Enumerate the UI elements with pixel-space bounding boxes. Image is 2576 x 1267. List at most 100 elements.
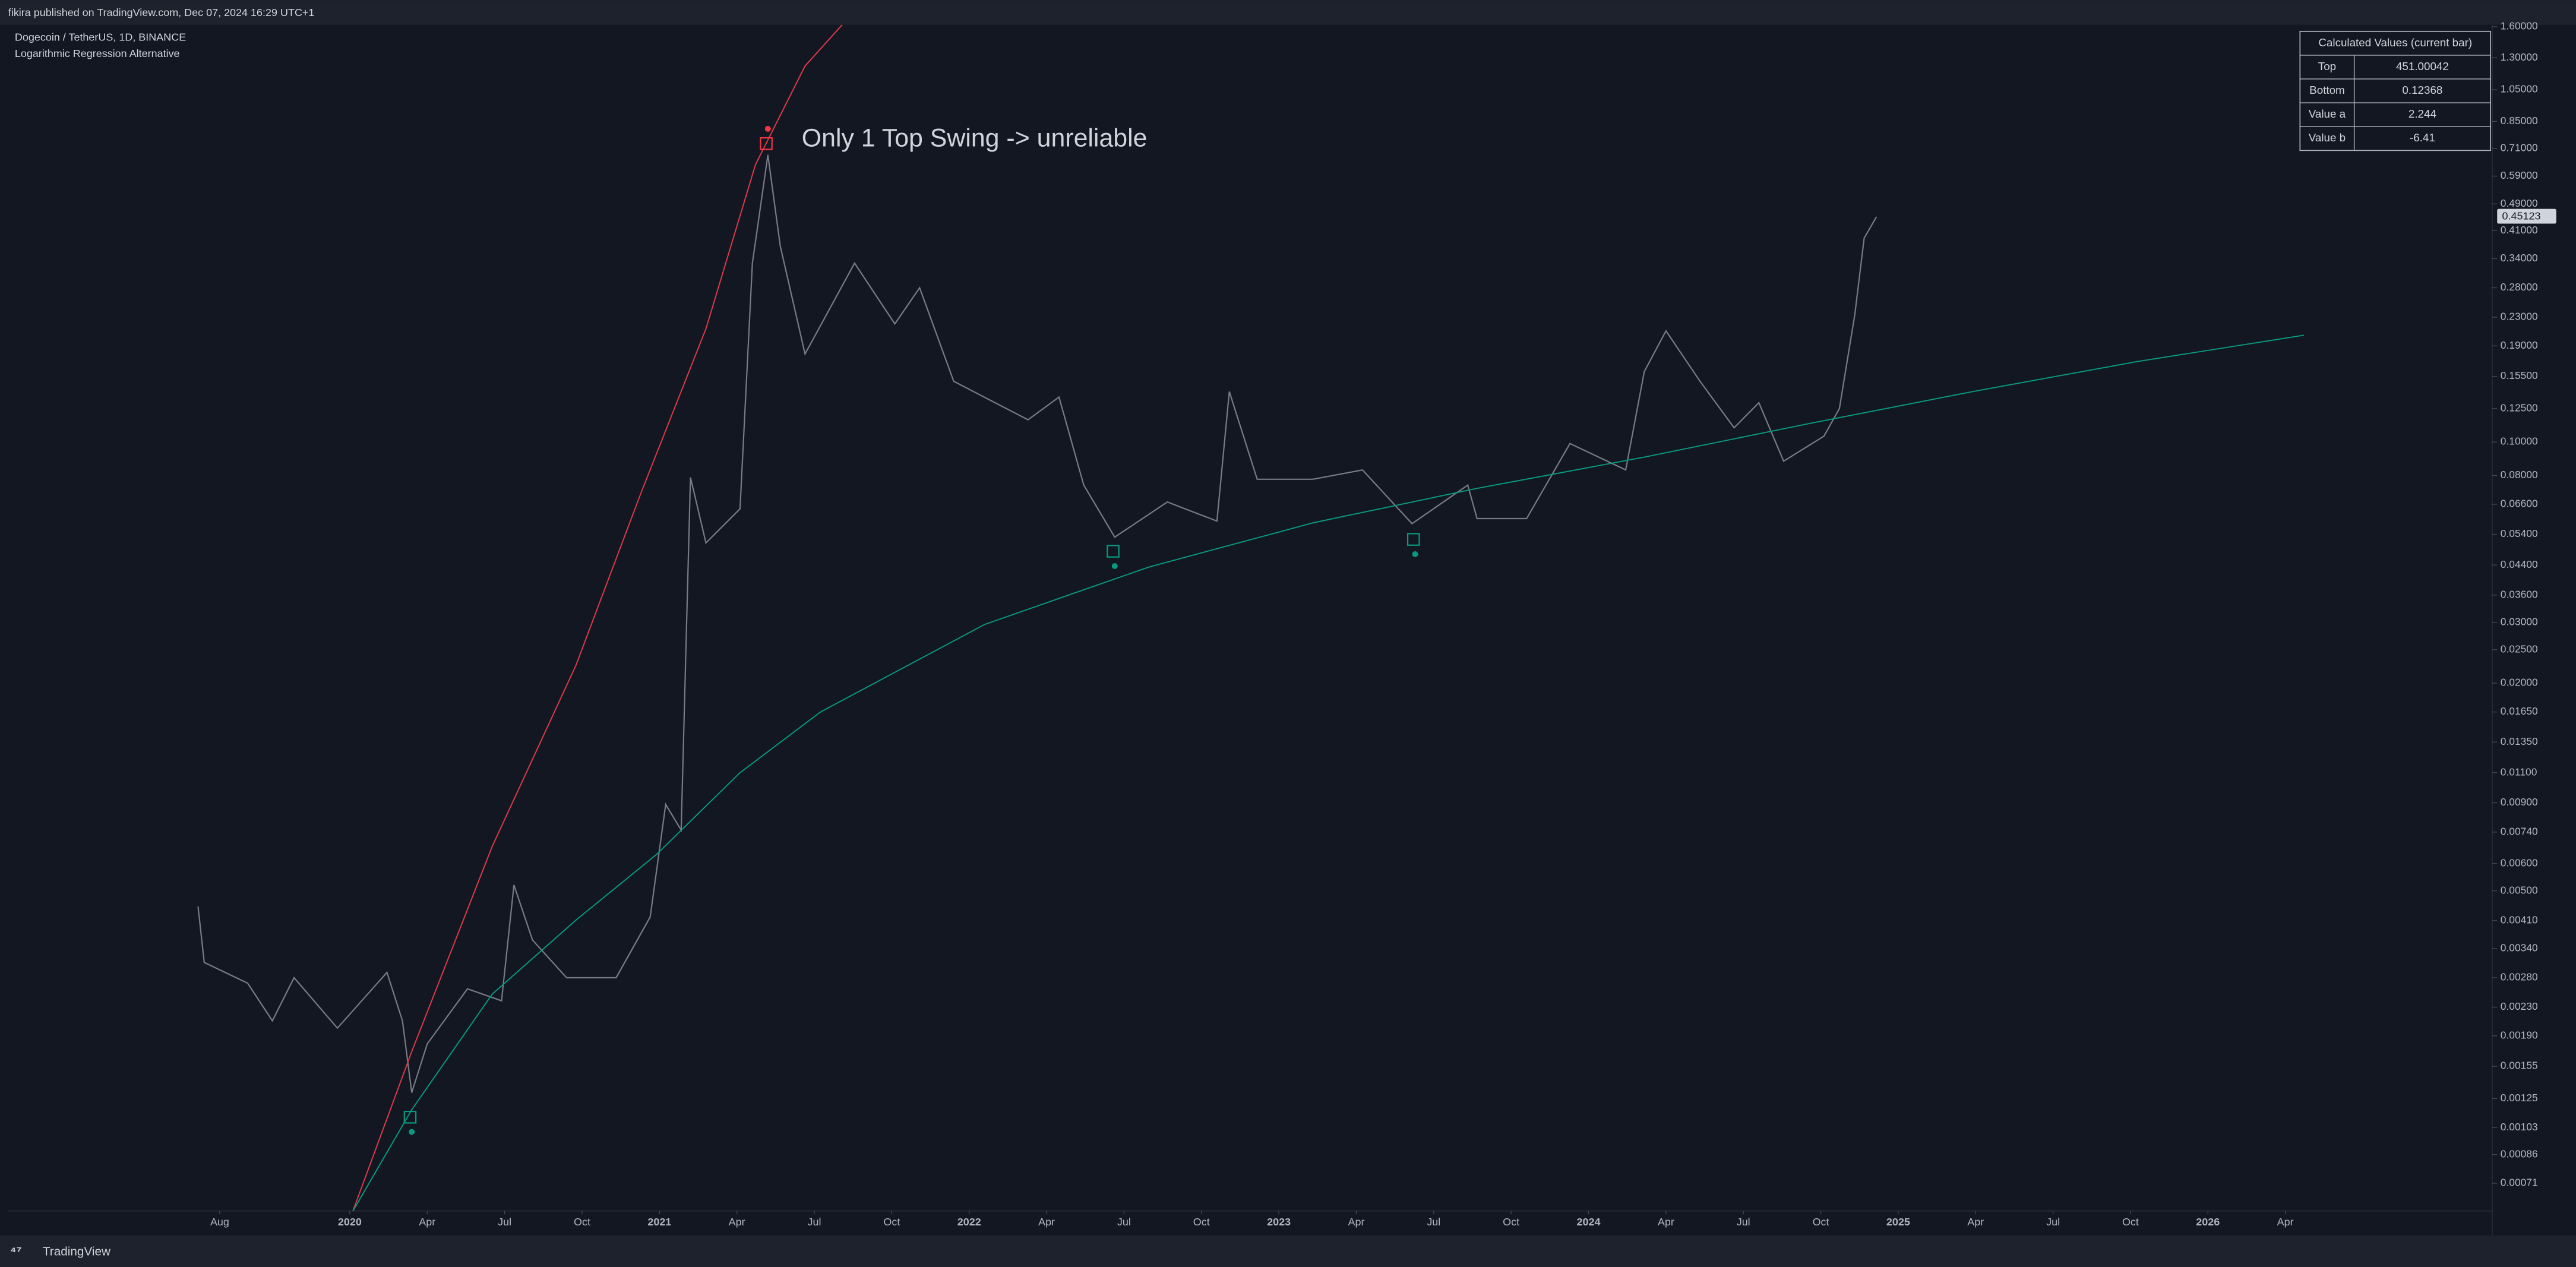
x-tick-label: Apr xyxy=(2277,1216,2294,1228)
y-tick-label: 0.15500 xyxy=(2501,369,2538,381)
table-value: 0.12368 xyxy=(2402,84,2442,96)
y-tick-label: 0.04400 xyxy=(2501,558,2538,570)
y-tick-label: 0.00600 xyxy=(2501,857,2538,868)
y-tick-label: 0.02500 xyxy=(2501,643,2538,655)
y-tick-label: 0.12500 xyxy=(2501,402,2538,413)
y-tick-label: 0.00190 xyxy=(2501,1029,2538,1041)
x-tick-label: Jul xyxy=(808,1216,821,1228)
y-tick-label: 0.00230 xyxy=(2501,1000,2538,1012)
bottom-bar xyxy=(0,1236,2576,1267)
x-tick-label: 2021 xyxy=(647,1216,671,1228)
swing-box xyxy=(1107,545,1120,558)
footer-brand: TradingView xyxy=(43,1244,111,1258)
swing-box xyxy=(403,1110,417,1124)
x-tick-label: 2026 xyxy=(2196,1216,2220,1228)
y-tick-label: 1.05000 xyxy=(2501,83,2538,95)
x-tick-label: Jul xyxy=(1427,1216,1440,1228)
last-price-label: 0.45123 xyxy=(2502,210,2541,222)
x-tick-label: Apr xyxy=(1658,1216,1674,1228)
y-tick-label: 0.00086 xyxy=(2501,1148,2538,1159)
x-tick-label: Oct xyxy=(1503,1216,1519,1228)
y-tick-label: 0.00500 xyxy=(2501,884,2538,896)
y-tick-label: 0.71000 xyxy=(2501,141,2538,153)
y-tick-label: 0.59000 xyxy=(2501,169,2538,181)
y-tick-label: 0.01350 xyxy=(2501,735,2538,747)
x-tick-label: 2024 xyxy=(1577,1216,1601,1228)
x-tick-label: 2025 xyxy=(1886,1216,1910,1228)
table-value: 451.00042 xyxy=(2396,60,2449,72)
table-key: Value a xyxy=(2309,108,2346,120)
plot-area xyxy=(197,24,2305,1211)
x-tick-label: Oct xyxy=(574,1216,590,1228)
y-tick-label: 0.41000 xyxy=(2501,224,2538,236)
y-tick-label: 0.01100 xyxy=(2501,766,2537,778)
table-key: Bottom xyxy=(2309,84,2345,96)
x-tick-label: Apr xyxy=(1038,1216,1055,1228)
y-tick-label: 1.60000 xyxy=(2501,20,2538,31)
x-tick-label: 2020 xyxy=(338,1216,362,1228)
x-tick-label: Oct xyxy=(1193,1216,1210,1228)
y-tick-label: 0.01650 xyxy=(2501,705,2538,717)
publisher: fikira published on TradingView.com, Dec… xyxy=(8,7,315,18)
y-tick-label: 0.85000 xyxy=(2501,115,2538,127)
regression-curve xyxy=(352,24,843,1211)
y-tick-label: 0.00103 xyxy=(2501,1121,2538,1133)
x-tick-label: 2022 xyxy=(957,1216,981,1228)
x-tick-label: Apr xyxy=(1348,1216,1364,1228)
symbol: Dogecoin / TetherUS, 1D, BINANCE xyxy=(15,31,186,43)
x-tick-label: Aug xyxy=(210,1216,229,1228)
y-tick-label: 0.49000 xyxy=(2501,197,2538,209)
top-bar xyxy=(0,0,2576,25)
x-tick-label: Jul xyxy=(1117,1216,1131,1228)
y-tick-label: 0.23000 xyxy=(2501,311,2538,323)
x-tick-label: 2023 xyxy=(1267,1216,1291,1228)
y-tick-label: 0.00410 xyxy=(2501,914,2538,925)
y-tick-label: 0.00340 xyxy=(2501,942,2538,954)
y-tick-label: 0.00125 xyxy=(2501,1092,2538,1104)
regression-curve xyxy=(352,334,2305,1211)
y-tick-label: 0.00280 xyxy=(2501,971,2538,983)
y-tick-label: 0.05400 xyxy=(2501,527,2538,539)
y-tick-label: 0.02000 xyxy=(2501,677,2538,688)
x-tick-label: Apr xyxy=(1967,1216,1984,1228)
y-tick-label: 0.34000 xyxy=(2501,252,2538,264)
price-line xyxy=(197,154,1878,1093)
last-price-tag xyxy=(2497,208,2556,224)
y-tick-label: 0.03600 xyxy=(2501,588,2538,600)
x-tick-label: Jul xyxy=(498,1216,511,1228)
y-tick-label: 0.10000 xyxy=(2501,435,2538,447)
annotation: Only 1 Top Swing -> unreliable xyxy=(802,124,1148,153)
y-tick-label: 0.00155 xyxy=(2501,1060,2538,1072)
table-value: -6.41 xyxy=(2410,131,2435,144)
indicator: Logarithmic Regression Alternative xyxy=(15,48,180,59)
x-tick-label: Apr xyxy=(419,1216,435,1228)
y-tick-label: 1.30000 xyxy=(2501,51,2538,63)
y-tick-label: 0.00900 xyxy=(2501,796,2538,808)
y-tick-label: 0.08000 xyxy=(2501,469,2538,481)
table-bg xyxy=(2299,30,2492,151)
table-title: Calculated Values (current bar) xyxy=(2318,36,2472,49)
swing-box xyxy=(760,137,773,150)
table-value: 2.244 xyxy=(2409,108,2436,120)
swing-box xyxy=(1406,533,1420,546)
x-tick-label: Apr xyxy=(729,1216,745,1228)
table-key: Top xyxy=(2318,60,2336,72)
table-key: Value b xyxy=(2309,131,2346,144)
footer-logo: ⁴⁷ xyxy=(10,1244,22,1259)
swing-dot xyxy=(764,125,771,132)
x-tick-label: Jul xyxy=(2046,1216,2060,1228)
swing-dot xyxy=(1412,551,1418,557)
x-tick-label: Oct xyxy=(1813,1216,1829,1228)
swing-dot xyxy=(409,1129,415,1135)
y-tick-label: 0.06600 xyxy=(2501,498,2538,510)
y-tick-label: 0.00071 xyxy=(2501,1177,2538,1189)
x-tick-label: Oct xyxy=(2122,1216,2139,1228)
y-tick-label: 0.19000 xyxy=(2501,339,2538,351)
swing-dot xyxy=(1111,563,1118,569)
y-tick-label: 0.03000 xyxy=(2501,615,2538,627)
x-tick-label: Oct xyxy=(883,1216,900,1228)
y-tick-label: 0.00740 xyxy=(2501,825,2538,837)
y-tick-label: 0.28000 xyxy=(2501,281,2538,293)
